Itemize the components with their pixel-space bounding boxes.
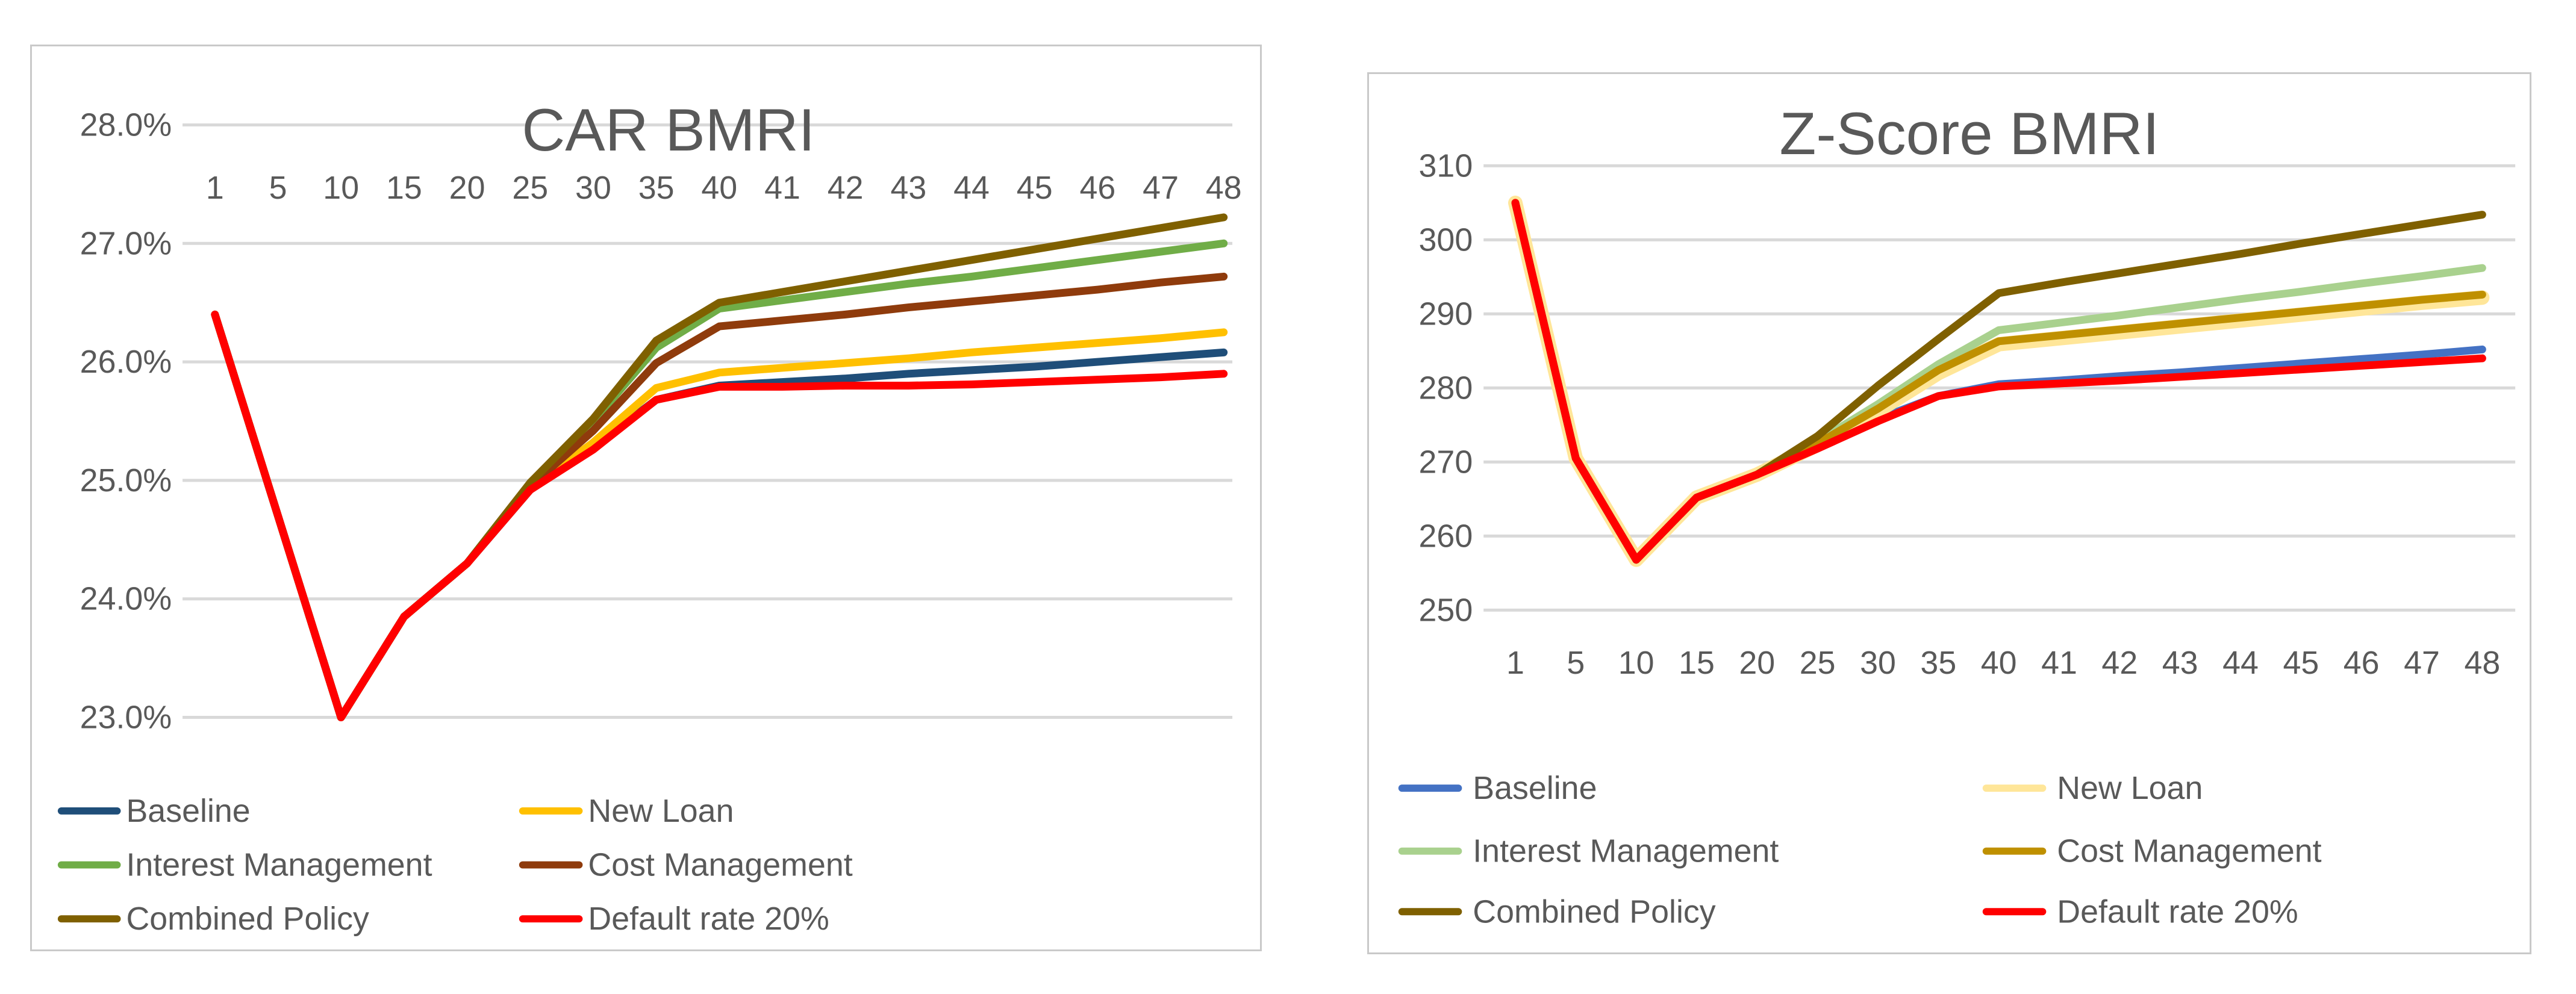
x-axis-tick-label: 46 (2344, 645, 2380, 681)
legend-label-cost-management: Cost Management (588, 847, 852, 883)
series-line-baseline (1511, 199, 2486, 564)
x-axis-tick-label: 25 (1800, 645, 1836, 681)
y-axis-tick-label: 290 (1419, 296, 1473, 332)
x-axis-tick-label: 43 (890, 170, 926, 206)
chart-title: CAR BMRI (522, 97, 815, 164)
y-axis-tick-label: 27.0% (80, 225, 172, 261)
y-axis-tick-label: 250 (1419, 592, 1473, 628)
x-axis-tick-label: 15 (386, 170, 422, 206)
y-axis-tick-label: 24.0% (80, 581, 172, 617)
series-line-default-rate-20 (211, 310, 1228, 722)
x-axis-tick-label: 47 (2404, 645, 2440, 681)
y-axis-tick-label: 25.0% (80, 462, 172, 499)
legend-label-default-rate-20: Default rate 20% (2057, 893, 2298, 930)
x-axis-tick-label: 48 (1206, 170, 1242, 206)
legend-label-baseline: Baseline (126, 793, 250, 829)
legend-label-cost-management: Cost Management (2057, 833, 2321, 869)
x-axis-tick-label: 48 (2464, 645, 2500, 681)
legend-label-interest-management: Interest Management (1473, 833, 1779, 869)
y-axis-tick-label: 260 (1419, 518, 1473, 554)
x-axis-tick-label: 20 (1739, 645, 1775, 681)
chart-title: Z-Score BMRI (1779, 101, 2159, 167)
y-axis-tick-label: 310 (1419, 148, 1473, 184)
x-axis-tick-label: 40 (701, 170, 737, 206)
y-axis-tick-label: 270 (1419, 444, 1473, 480)
x-axis-tick-label: 15 (1679, 645, 1715, 681)
x-axis-tick-label: 44 (953, 170, 990, 206)
legend-label-new-loan: New Loan (2057, 770, 2203, 806)
y-axis-tick-label: 26.0% (80, 344, 172, 380)
legend-label-combined-policy: Combined Policy (1473, 893, 1716, 930)
y-axis-tick-label: 28.0% (80, 107, 172, 143)
x-axis-tick-label: 10 (1618, 645, 1654, 681)
x-axis-tick-label: 35 (638, 170, 675, 206)
legend-label-interest-management: Interest Management (126, 847, 432, 883)
x-axis-tick-label: 41 (764, 170, 800, 206)
legend-label-combined-policy: Combined Policy (126, 901, 369, 937)
x-axis-tick-label: 45 (1017, 170, 1053, 206)
legend-label-baseline: Baseline (1473, 770, 1597, 806)
x-axis-tick-label: 1 (1506, 645, 1524, 681)
y-axis-tick-label: 23.0% (80, 700, 172, 736)
z-score-bmri-panel: 310 300 290 280 270 260 250 1 5 10 15 20 25 30 35 40 41 4… (1367, 72, 2531, 954)
x-axis-tick-label: 10 (323, 170, 359, 206)
x-axis-tick-label: 47 (1143, 170, 1179, 206)
car-bmri-chart: 28.0%27.0%26.0%25.0%24.0%23.0%1 5 10 15 20 25… (57, 97, 1242, 937)
y-axis-tick-label: 280 (1419, 370, 1473, 406)
x-axis-tick-label: 1 (206, 170, 224, 206)
car-bmri-panel: 28.0% 27.0% 26.0% 25.0% 24.0% 23.0% 1 5 10 15 20 25… (30, 45, 1262, 951)
x-axis-tick-label: 45 (2283, 645, 2319, 681)
series-line-new-loan (211, 310, 1228, 722)
x-axis-tick-label: 41 (2041, 645, 2077, 681)
x-axis-tick-label: 42 (828, 170, 864, 206)
x-axis-tick-label: 35 (1920, 645, 1956, 681)
legend-label-default-rate-20: Default rate 20% (588, 901, 829, 937)
x-axis-tick-label: 40 (1981, 645, 2017, 681)
x-axis-tick-label: 25 (512, 170, 548, 206)
x-axis-tick-label: 30 (1860, 645, 1896, 681)
series-line-default-rate-20 (1511, 199, 2486, 564)
x-axis-tick-label: 20 (449, 170, 485, 206)
legend-label-new-loan: New Loan (588, 793, 734, 829)
x-axis-tick-label: 30 (575, 170, 611, 206)
x-axis-tick-label: 44 (2222, 645, 2259, 681)
x-axis-tick-label: 43 (2162, 645, 2198, 681)
x-axis-tick-label: 5 (1567, 645, 1585, 681)
x-axis-tick-label: 42 (2101, 645, 2138, 681)
y-axis-tick-label: 300 (1419, 222, 1473, 258)
x-axis-tick-label: 46 (1079, 170, 1115, 206)
x-axis-tick-label: 5 (269, 170, 287, 206)
